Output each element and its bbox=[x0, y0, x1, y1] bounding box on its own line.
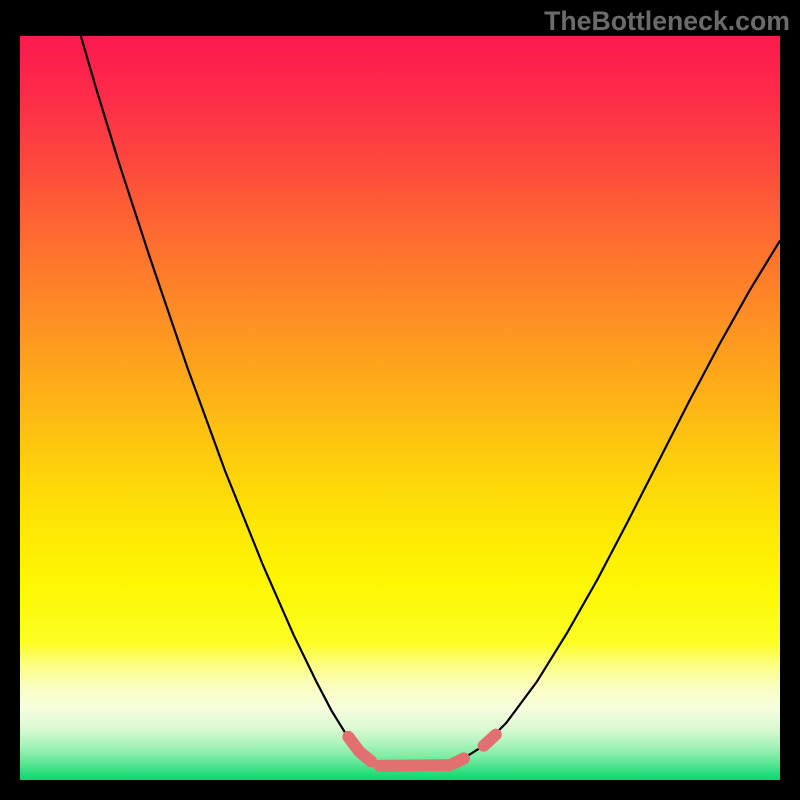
marker-segment bbox=[379, 765, 449, 766]
plot-area bbox=[20, 36, 780, 780]
chart-frame: TheBottleneck.com bbox=[0, 0, 800, 800]
marker-segment bbox=[452, 758, 464, 764]
gradient-background bbox=[20, 36, 780, 780]
marker-segment bbox=[484, 735, 496, 746]
plot-svg bbox=[20, 36, 780, 780]
marker-segment bbox=[360, 752, 371, 761]
watermark-text: TheBottleneck.com bbox=[544, 6, 790, 37]
